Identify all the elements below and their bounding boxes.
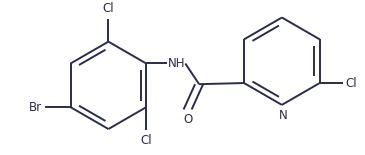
Text: N: N — [278, 109, 287, 122]
Text: Cl: Cl — [141, 134, 152, 147]
Text: NH: NH — [168, 57, 185, 70]
Text: Cl: Cl — [345, 77, 357, 90]
Text: O: O — [183, 113, 192, 126]
Text: Cl: Cl — [103, 2, 114, 15]
Text: Br: Br — [29, 101, 42, 114]
